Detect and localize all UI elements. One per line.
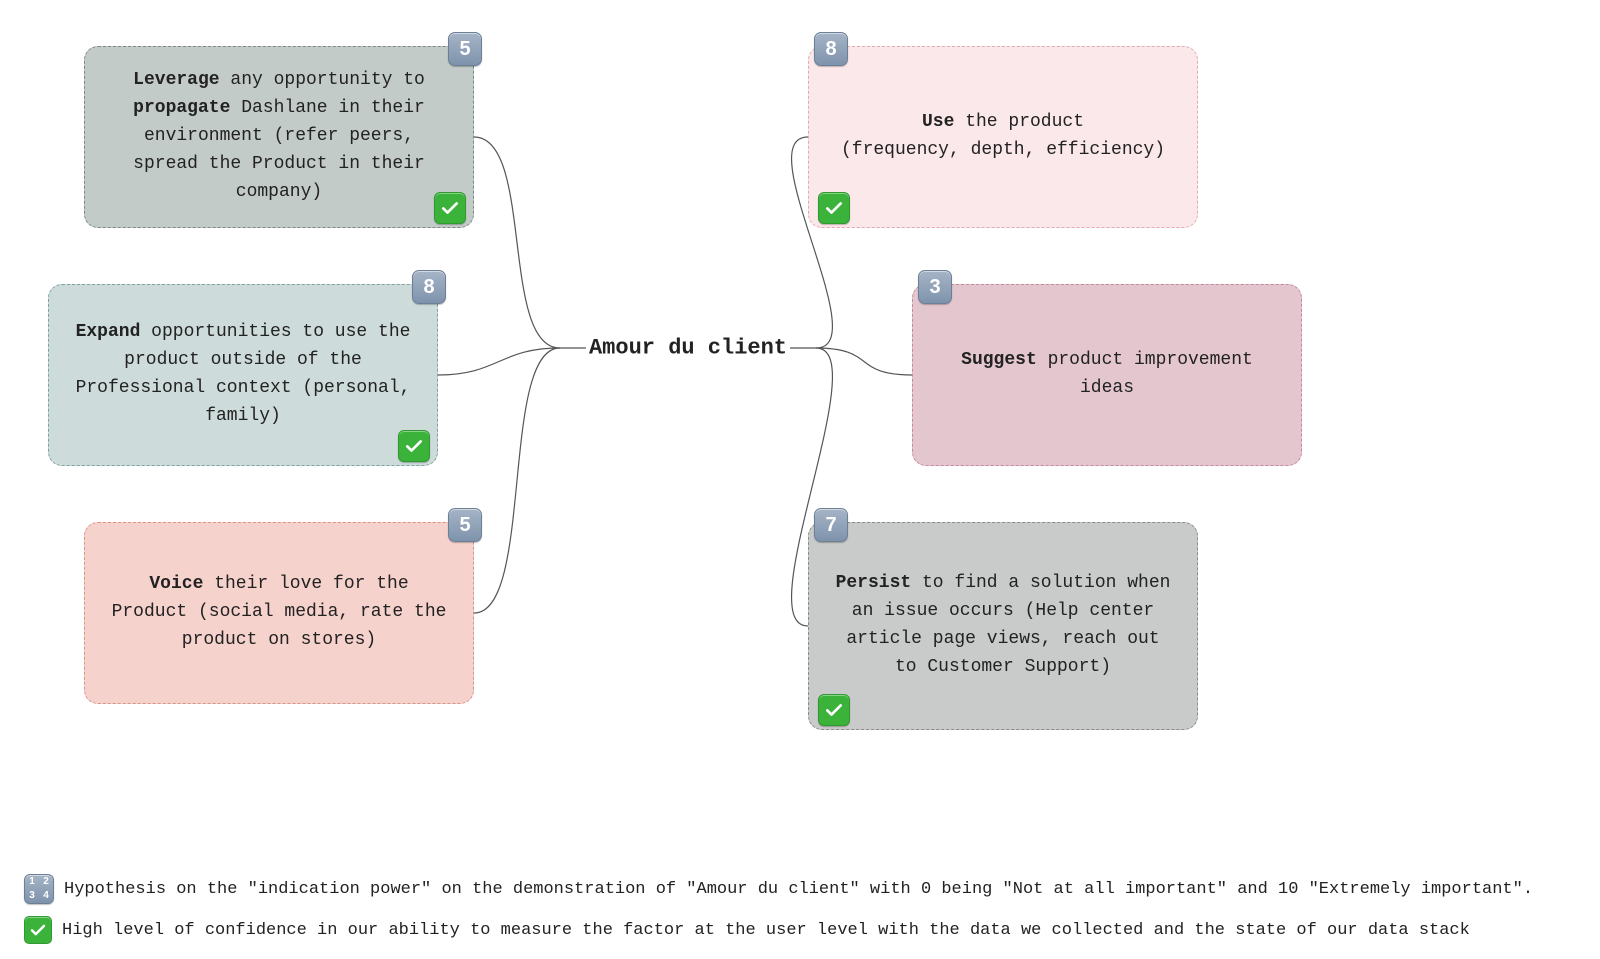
node-suggest: Suggest product improvement ideas [912,284,1302,466]
node-leverage: Leverage any opportunity to propagate Da… [84,46,474,228]
edge [474,137,560,348]
confidence-check-icon [818,694,850,726]
node-voice: Voice their love for the Product (social… [84,522,474,704]
node-text: Leverage any opportunity to propagate Da… [111,67,447,206]
check-icon [24,916,52,944]
node-text: Persist to find a solution when an issue… [835,570,1171,682]
legend-check: High level of confidence in our ability … [24,916,1470,944]
node-use: Use the product(frequency, depth, effici… [808,46,1198,228]
score-badge: 7 [814,508,848,542]
center-node-label: Amour du client [589,336,787,361]
node-text: Suggest product improvement ideas [939,347,1275,403]
mindmap-canvas: Amour du client Leverage any opportunity… [0,0,1600,959]
numbers-icon: 1234 [24,874,54,904]
edge [438,348,560,375]
confidence-check-icon [434,192,466,224]
legend-check-text: High level of confidence in our ability … [62,921,1470,940]
confidence-check-icon [818,192,850,224]
score-badge: 3 [918,270,952,304]
legend-numbers-text: Hypothesis on the "indication power" on … [64,880,1533,899]
node-text: Use the product(frequency, depth, effici… [841,109,1165,165]
node-expand: Expand opportunities to use the product … [48,284,438,466]
score-badge: 5 [448,508,482,542]
node-persist: Persist to find a solution when an issue… [808,522,1198,730]
confidence-check-icon [398,430,430,462]
edge [474,348,560,613]
score-badge: 5 [448,32,482,66]
legend-numbers: 1234 Hypothesis on the "indication power… [24,874,1533,904]
edge [816,348,912,375]
score-badge: 8 [412,270,446,304]
node-text: Voice their love for the Product (social… [111,571,447,655]
score-badge: 8 [814,32,848,66]
node-text: Expand opportunities to use the product … [75,319,411,431]
